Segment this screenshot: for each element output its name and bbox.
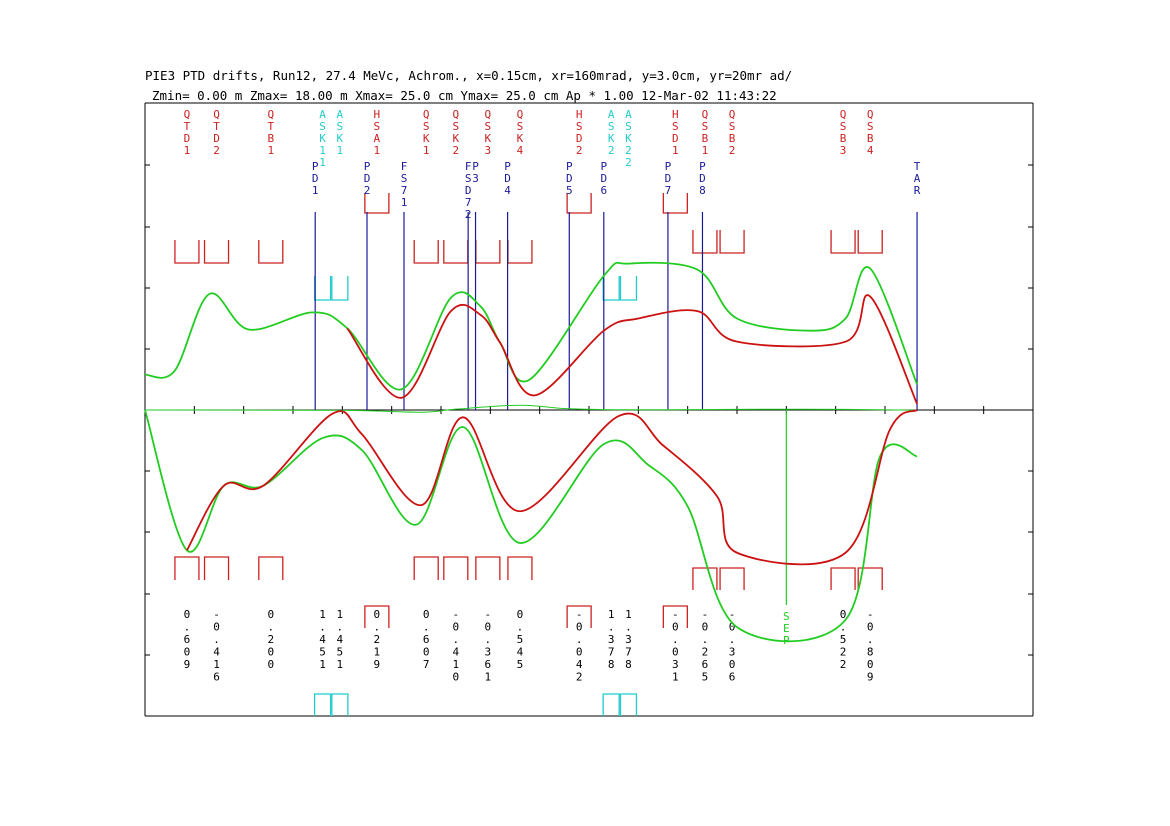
- magnet-field-hsd1: -0. 0 3 1: [672, 608, 679, 684]
- magnet-lower-ask1: [331, 693, 349, 716]
- magnet-lower-qtb1: [258, 556, 284, 580]
- magnet-upper-ask1: [331, 276, 349, 301]
- magnet-upper-qsk1: [413, 240, 439, 264]
- magnet-lower-qsb2: [719, 567, 745, 590]
- magnet-lower-qsk2: [443, 556, 469, 580]
- magnet-lower-qsk1: [413, 556, 439, 580]
- magnet-upper-qsb4: [857, 230, 883, 254]
- plot-title: PIE3 PTD drifts, Run12, 27.4 MeVc, Achro…: [145, 68, 792, 83]
- magnet-lower-qsk4: [507, 556, 533, 580]
- magnet-lower-hsd2: [566, 605, 592, 628]
- magnet-upper-hsd1: [662, 193, 688, 214]
- magnet-upper-qsb2: [719, 230, 745, 254]
- magnet-lower-ask2: [602, 693, 620, 716]
- magnet-upper-qsk2: [443, 240, 469, 264]
- envelope-y-red-4: [186, 409, 918, 566]
- magnet-field-qtd2: -0. 4 1 6: [213, 608, 220, 684]
- magnet-upper-hsa1: [364, 193, 390, 214]
- magnet-upper-qsb1: [692, 230, 718, 254]
- beamline-elements: Q T D 1 0. 6 0 9 Q T D 2 -0. 4 1 6 Q T B 1 0. 2 0 0 A S K 1 1 1. 4 5 1 A S…: [174, 108, 921, 716]
- envelope-curves: [144, 261, 918, 643]
- magnet-lower-hsa1: [364, 605, 390, 628]
- magnet-upper-qsk3: [475, 240, 501, 264]
- envelope-x-red-1: [346, 294, 918, 405]
- envelope-x-green-0: [144, 261, 918, 391]
- magnet-upper-ask22: [619, 276, 638, 301]
- magnet-upper-qtb1: [258, 240, 284, 264]
- magnet-field-qsk3: -0. 3 6 1: [485, 608, 492, 684]
- profile-label-fsd72: FSD72: [465, 160, 472, 221]
- magnet-upper-qtd2: [203, 240, 230, 264]
- magnet-lower-qsb3: [830, 567, 856, 590]
- magnet-lower-qsb1: [692, 567, 718, 590]
- envelope-y-green-3: [144, 409, 918, 643]
- magnet-upper-qsb3: [830, 230, 856, 254]
- axis-ticks: [144, 164, 1034, 656]
- magnet-field-hsd2: -0. 0 4 2: [576, 608, 583, 684]
- magnet-lower-ask11: [313, 693, 332, 716]
- magnet-upper-ask2: [602, 276, 620, 301]
- magnet-upper-qsk4: [507, 240, 533, 264]
- magnet-upper-ask11: [313, 276, 332, 301]
- magnet-lower-hsd1: [662, 605, 688, 628]
- magnet-upper-hsd2: [566, 193, 592, 214]
- magnet-lower-qsb4: [857, 567, 883, 590]
- magnet-field-qsb2: -0. 3 0 6: [729, 608, 736, 684]
- magnet-upper-qtd1: [174, 240, 200, 264]
- magnet-field-qsb1: -0. 2 6 5: [702, 608, 709, 684]
- magnet-field-qsk2: -0. 4 1 0: [452, 608, 459, 684]
- envelope-dispersion-green-2: [144, 404, 918, 413]
- magnet-lower-qtd1: [174, 556, 200, 580]
- magnet-lower-qtd2: [203, 556, 230, 580]
- magnet-lower-ask22: [619, 693, 638, 716]
- magnet-field-qsb4: -0. 8 0 9: [867, 608, 874, 684]
- plot-parameters: Zmin= 0.00 m Zmax= 18.00 m Xmax= 25.0 cm…: [152, 88, 777, 103]
- magnet-lower-qsk3: [475, 556, 501, 580]
